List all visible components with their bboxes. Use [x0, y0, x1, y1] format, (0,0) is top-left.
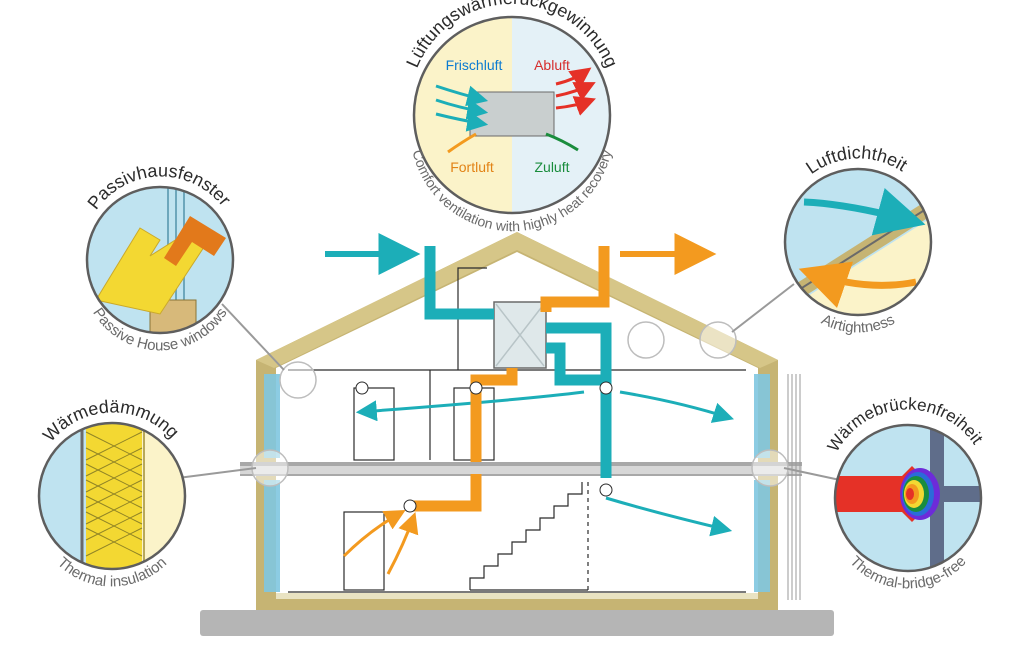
label-fortluft: Fortluft [450, 159, 494, 175]
callout-windows: Passivhausfenster Passive House windows [82, 160, 284, 370]
passive-house-infographic: Lüftungswärmerückgewinnung Comfort venti… [0, 0, 1024, 658]
ground-block [200, 610, 834, 636]
label-abluft: Abluft [534, 57, 570, 73]
callout-airtightness: Luftdichtheit Airtightness [732, 142, 937, 336]
callout-insulation: Wärmedämmung Thermal insulation [34, 396, 256, 590]
callout-bridge-free: Wärmebrückenfreiheit Thermal-bridge-free [784, 394, 988, 592]
label-frischluft: Frischluft [446, 57, 503, 73]
house-shell [256, 232, 778, 610]
ventilation-callout: Lüftungswärmerückgewinnung Comfort venti… [402, 0, 621, 234]
hrv-unit [494, 302, 546, 368]
label-zuluft: Zuluft [534, 159, 569, 175]
mid-floor [240, 462, 802, 476]
